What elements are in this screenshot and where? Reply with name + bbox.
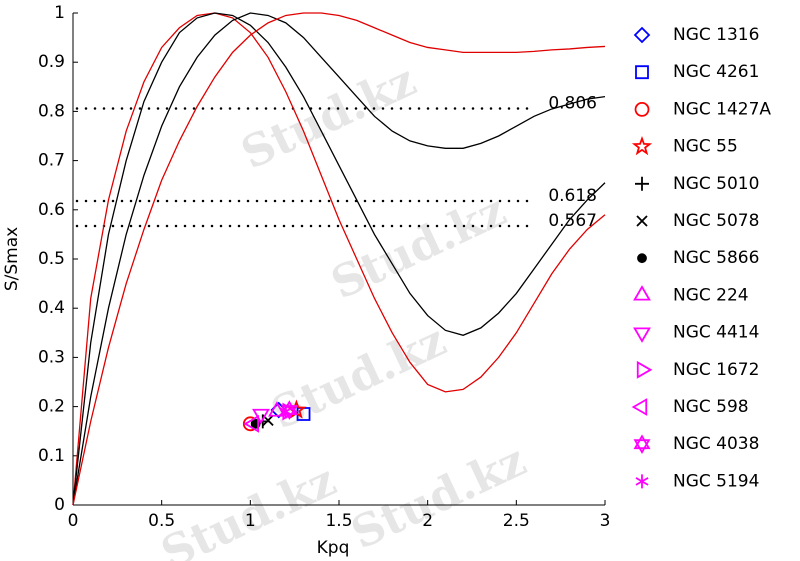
legend-label: NGC 598	[673, 397, 749, 417]
y-tick-label: 0.4	[38, 298, 65, 318]
reference-label: 0.567	[548, 211, 597, 231]
x-tick-label: 0.5	[148, 511, 175, 531]
y-tick-label: 0.9	[38, 52, 65, 72]
curve	[72, 12, 606, 506]
legend-marker	[635, 474, 649, 489]
x-tick-label: 1	[245, 511, 256, 531]
y-tick-label: 0.8	[38, 101, 65, 121]
x-axis-label: Kpq	[317, 538, 350, 558]
x-tick-label: 2	[422, 511, 433, 531]
y-tick-label: 0.6	[38, 200, 65, 220]
legend-label: NGC 224	[673, 285, 749, 305]
legend-label: NGC 5010	[673, 174, 759, 194]
x-tick-label: 1.5	[325, 511, 352, 531]
legend-label: NGC 1427A	[673, 99, 771, 119]
legend-label: NGC 1316	[673, 25, 759, 45]
data-point	[279, 404, 293, 419]
curve	[72, 12, 606, 506]
legend-label: NGC 5194	[673, 471, 759, 491]
y-tick-label: 0.3	[38, 347, 65, 367]
legend-label: NGC 1672	[673, 360, 759, 380]
y-tick-label: 1	[54, 3, 65, 23]
legend-marker	[633, 327, 651, 343]
legend-marker	[634, 102, 650, 117]
y-tick-label: 0.5	[38, 249, 65, 269]
y-axis-label: S/Smax	[2, 227, 22, 291]
x-tick-label: 0	[68, 511, 79, 531]
curve	[72, 12, 606, 506]
legend-marker	[636, 215, 648, 227]
legend-marker	[636, 360, 653, 379]
legend-marker	[635, 65, 649, 80]
y-tick-label: 0	[54, 495, 65, 515]
legend-marker	[631, 135, 653, 156]
legend-label: NGC 4261	[673, 62, 759, 82]
reference-label: 0.618	[548, 186, 597, 206]
watermark: Stud.kz	[344, 435, 534, 560]
y-tick-label: 0.2	[38, 397, 65, 417]
x-tick-label: 3	[600, 511, 611, 531]
data-point	[243, 414, 260, 433]
legend-marker	[635, 176, 649, 191]
x-tick-label: 2.5	[503, 511, 530, 531]
watermark: Stud.kz	[234, 55, 424, 180]
watermark: Stud.kz	[264, 315, 454, 440]
legend-marker	[633, 285, 651, 301]
y-tick-label: 0.1	[38, 446, 65, 466]
legend-label: NGC 55	[673, 137, 738, 157]
curve	[72, 12, 606, 506]
legend-label: NGC 5078	[673, 211, 759, 231]
y-tick-label: 0.7	[38, 151, 65, 171]
data-point	[296, 407, 311, 421]
legend-label: NGC 4038	[673, 434, 759, 454]
legend-marker	[631, 398, 648, 416]
legend-marker	[633, 26, 651, 44]
legend-marker	[637, 253, 647, 264]
legend-label: NGC 5866	[673, 248, 759, 268]
watermark: Stud.kz	[324, 185, 514, 310]
legend-label: NGC 4414	[673, 323, 759, 343]
watermark: Stud.kz	[154, 455, 344, 561]
legend-marker	[633, 434, 651, 455]
